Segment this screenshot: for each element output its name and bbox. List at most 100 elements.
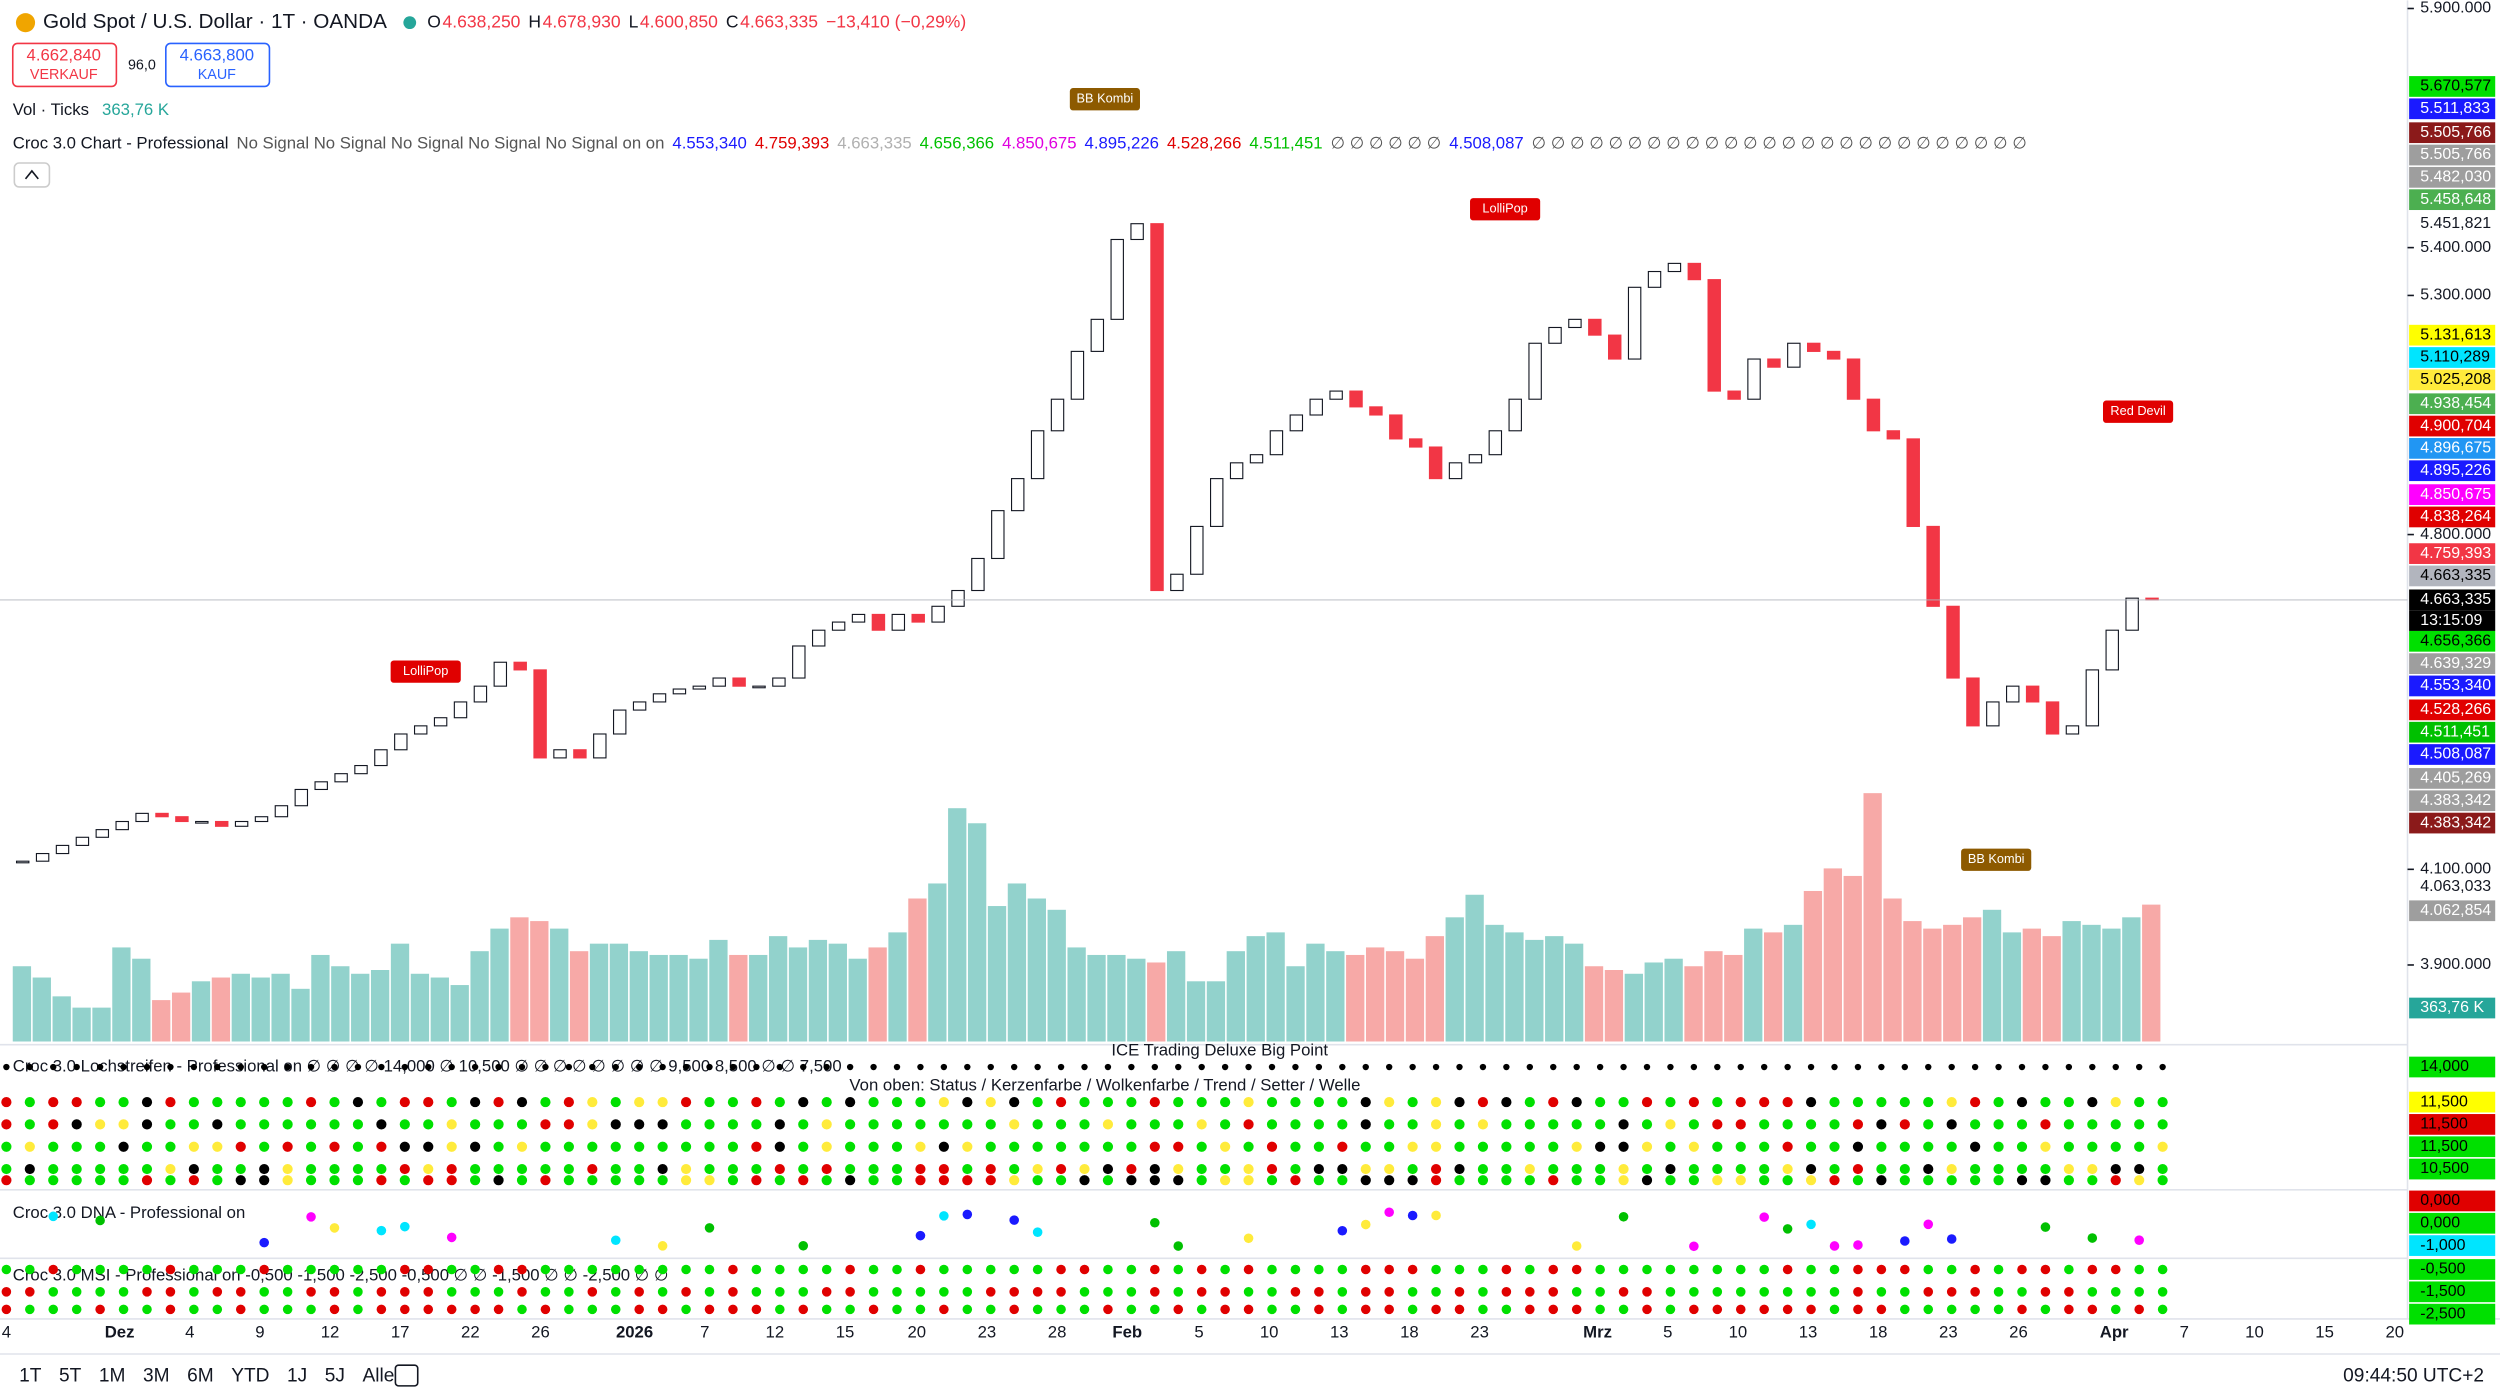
status-dot (987, 1063, 994, 1071)
pane-dot (634, 1163, 645, 1175)
pane-dot (587, 1163, 598, 1175)
msi-dot (751, 1287, 762, 1297)
pane-label: -1,000 (2420, 1237, 2465, 1254)
dna-dot (1759, 1212, 1769, 1222)
volume-bar (171, 992, 191, 1042)
pane-dot (1454, 1163, 1465, 1175)
volume-bar (450, 985, 469, 1042)
volume-bar (2062, 921, 2081, 1042)
collapse-button[interactable] (13, 162, 51, 188)
msi-dot (821, 1287, 832, 1297)
symbol-title[interactable]: Gold Spot / U.S. Dollar · 1T · OANDA (43, 10, 387, 33)
pane-dot (1266, 1163, 1278, 1175)
range-button[interactable]: Alle (362, 1365, 394, 1386)
msi-dot (2087, 1264, 2098, 1275)
volume-bar (1704, 951, 1723, 1042)
msi-dot (1126, 1287, 1137, 1297)
status-dot (1878, 1063, 1885, 1071)
msi-dot (306, 1264, 316, 1275)
msi-dot (1220, 1287, 1230, 1297)
pane-dot (563, 1096, 574, 1108)
pane-dot (1688, 1175, 1699, 1186)
msi-dot (1079, 1287, 1090, 1297)
range-button[interactable]: 6M (187, 1365, 214, 1386)
pane-dot (938, 1175, 949, 1186)
pane-dot (1852, 1141, 1864, 1152)
price-label: 5.482,030 (2420, 169, 2491, 186)
pane-dot (1688, 1119, 1699, 1130)
msi-dot (1, 1304, 12, 1315)
dna-dot (1032, 1227, 1043, 1237)
pane-dot (470, 1163, 481, 1175)
pane-dot (376, 1096, 387, 1108)
msi-dot (798, 1287, 809, 1297)
status-dot (823, 1063, 830, 1071)
pane-dot (1360, 1175, 1371, 1186)
status-dot (964, 1063, 971, 1071)
volume-bar (1465, 894, 1484, 1042)
msi-dot (212, 1264, 223, 1275)
pane-dot (1290, 1163, 1301, 1175)
status-dot (1245, 1063, 1252, 1071)
range-button[interactable]: 5T (59, 1365, 82, 1386)
status-dot (1386, 1063, 1393, 1071)
pane-dot (1735, 1175, 1746, 1186)
status-dot (729, 1063, 737, 1071)
msi-dot (775, 1304, 785, 1315)
pane-dot (1, 1119, 12, 1130)
msi-dot (142, 1264, 152, 1275)
ohlc-key: O (427, 11, 441, 31)
msi-dot (1806, 1287, 1816, 1297)
candle (1667, 262, 1682, 273)
msi-dot (2110, 1287, 2121, 1297)
range-button[interactable]: 1M (99, 1365, 126, 1386)
msi-dot (142, 1304, 152, 1315)
range-button[interactable]: YTD (231, 1365, 269, 1386)
candle (2045, 701, 2060, 735)
pane-dot (2040, 1163, 2051, 1175)
volume-bar (1545, 936, 1564, 1042)
range-button[interactable]: 3M (143, 1365, 170, 1386)
range-button[interactable]: 1T (19, 1365, 42, 1386)
pane-dot (516, 1096, 528, 1108)
pane-dot (1665, 1119, 1676, 1130)
msi-dot (353, 1287, 363, 1297)
status-dot (1831, 1063, 1838, 1071)
candle (294, 788, 309, 807)
msi-dot (1173, 1304, 1184, 1315)
range-button[interactable]: 1J (287, 1365, 307, 1386)
msi-dot (962, 1304, 973, 1315)
dna-dot (1009, 1215, 1019, 1225)
pane-dot (610, 1119, 621, 1130)
msi-dot (189, 1287, 199, 1297)
dna-dot (1806, 1219, 1816, 1230)
buy-button[interactable] (165, 42, 271, 88)
candle (95, 829, 110, 838)
pane-dot (1876, 1096, 1887, 1108)
pane-dot (891, 1163, 903, 1175)
pane-dot (798, 1175, 809, 1186)
candle (1010, 478, 1025, 512)
volume-bar (2022, 928, 2041, 1042)
price-label: 4.663,335 (2420, 591, 2491, 608)
candle (1608, 334, 1622, 360)
msi-dot (1337, 1287, 1348, 1297)
status-dot (471, 1063, 479, 1071)
ohlc-key: H (528, 11, 541, 31)
sell-button[interactable] (11, 42, 118, 88)
candle (1647, 270, 1662, 288)
date-range-icon[interactable] (394, 1364, 419, 1387)
pane-dot (727, 1096, 739, 1108)
msi-dot (1689, 1304, 1699, 1315)
candle (752, 685, 766, 689)
msi-dot (610, 1304, 621, 1315)
msi-dot (189, 1304, 199, 1315)
pane-label-bg (2409, 1190, 2496, 1212)
signal-badge (1470, 198, 1541, 221)
msi-dot (1876, 1304, 1887, 1315)
x-tick-label: 10 (2245, 1323, 2264, 1342)
msi-dot (1267, 1264, 1277, 1275)
range-button[interactable]: 5J (325, 1365, 345, 1386)
volume-bar (132, 958, 151, 1042)
candle (1826, 350, 1841, 360)
